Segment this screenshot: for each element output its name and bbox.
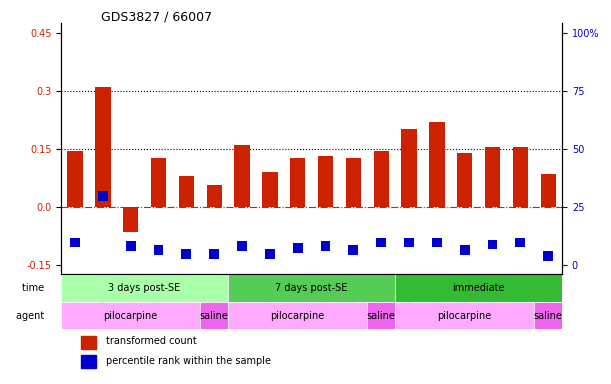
Bar — [516, 238, 525, 247]
Bar — [460, 245, 470, 255]
Bar — [348, 245, 358, 255]
Bar — [488, 240, 497, 249]
Bar — [376, 238, 386, 247]
Bar — [541, 174, 556, 207]
Bar — [513, 147, 528, 207]
Text: pilocarpine: pilocarpine — [271, 311, 325, 321]
Bar — [153, 245, 163, 255]
Bar — [123, 207, 138, 232]
Bar — [70, 238, 80, 247]
Bar — [67, 151, 82, 207]
Bar — [237, 242, 247, 251]
FancyBboxPatch shape — [367, 302, 395, 329]
Bar — [404, 238, 414, 247]
FancyBboxPatch shape — [395, 302, 534, 329]
FancyBboxPatch shape — [200, 302, 228, 329]
Bar — [293, 243, 302, 253]
Bar — [543, 251, 553, 261]
Bar — [346, 158, 361, 207]
Bar — [265, 249, 275, 259]
Text: saline: saline — [534, 311, 563, 321]
Bar — [126, 242, 136, 251]
FancyBboxPatch shape — [534, 302, 562, 329]
Bar — [98, 191, 108, 201]
Bar — [178, 176, 194, 207]
Bar — [151, 158, 166, 207]
Text: immediate: immediate — [452, 283, 505, 293]
Text: saline: saline — [367, 311, 396, 321]
Bar — [318, 156, 333, 207]
FancyBboxPatch shape — [61, 302, 200, 329]
Bar — [429, 122, 445, 207]
FancyBboxPatch shape — [228, 302, 367, 329]
Bar — [290, 158, 306, 207]
Bar — [210, 249, 219, 259]
Bar — [457, 152, 472, 207]
Bar — [81, 355, 96, 368]
FancyBboxPatch shape — [395, 274, 562, 302]
FancyBboxPatch shape — [61, 274, 228, 302]
Text: percentile rank within the sample: percentile rank within the sample — [106, 356, 271, 366]
Bar — [207, 185, 222, 207]
Text: pilocarpine: pilocarpine — [103, 311, 158, 321]
Bar — [262, 172, 277, 207]
Text: agent: agent — [16, 311, 47, 321]
Bar — [485, 147, 500, 207]
Text: GDS3827 / 66007: GDS3827 / 66007 — [101, 10, 212, 23]
Bar — [321, 242, 331, 251]
Bar — [401, 129, 417, 207]
Text: transformed count: transformed count — [106, 336, 197, 346]
Bar — [432, 238, 442, 247]
Text: time: time — [22, 283, 47, 293]
Bar — [81, 336, 96, 349]
Text: saline: saline — [200, 311, 229, 321]
Text: 3 days post-SE: 3 days post-SE — [109, 283, 181, 293]
Text: pilocarpine: pilocarpine — [437, 311, 492, 321]
Bar — [235, 145, 250, 207]
Bar — [373, 151, 389, 207]
Bar — [95, 87, 111, 207]
Bar — [181, 249, 191, 259]
Text: 7 days post-SE: 7 days post-SE — [276, 283, 348, 293]
FancyBboxPatch shape — [228, 274, 395, 302]
